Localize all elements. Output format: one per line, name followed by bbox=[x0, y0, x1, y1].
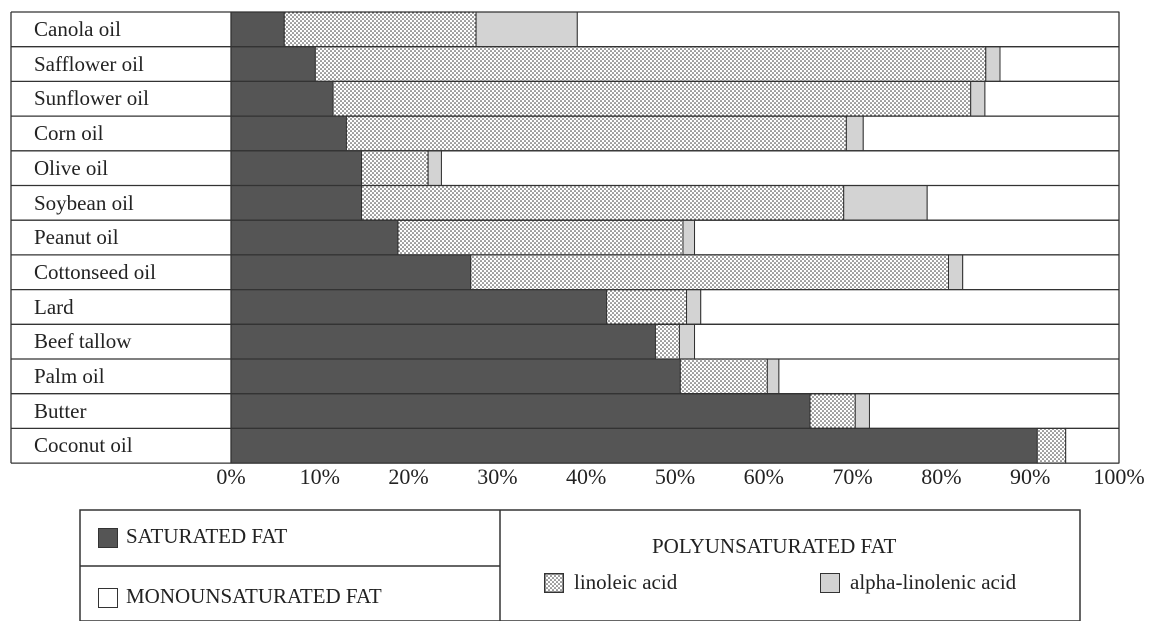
bar-segment-linoleic-acid bbox=[361, 150, 429, 187]
bars-layer bbox=[10, 11, 1120, 464]
x-tick-label: 90% bbox=[1010, 464, 1051, 489]
bar-segment-saturated-fat bbox=[230, 427, 1038, 464]
bar-segment-monounsaturated-fat bbox=[999, 46, 1120, 82]
bar-segment-alpha-linolenic-acid bbox=[678, 323, 696, 360]
bar-segment-saturated-fat bbox=[230, 254, 472, 291]
bar-segment-monounsaturated-fat bbox=[694, 323, 1120, 360]
bar-segment-linoleic-acid bbox=[654, 323, 680, 360]
bar-segment-monounsaturated-fat bbox=[778, 358, 1120, 395]
category-label: Corn oil bbox=[34, 121, 104, 146]
bar-segment-alpha-linolenic-acid bbox=[766, 358, 780, 395]
x-tick-label: 20% bbox=[388, 464, 429, 489]
legend-label-saturated: SATURATED FAT bbox=[126, 524, 288, 548]
category-label: Canola oil bbox=[34, 17, 121, 41]
bar-segment-alpha-linolenic-acid bbox=[843, 185, 928, 221]
bar-segment-saturated-fat bbox=[230, 115, 347, 152]
legend-swatch-monounsaturated bbox=[98, 588, 118, 608]
bar-segment-linoleic-acid bbox=[332, 80, 972, 117]
bar-segment-monounsaturated-fat bbox=[440, 150, 1120, 187]
legend-swatch-saturated bbox=[98, 528, 118, 548]
bar-segment-linoleic-acid bbox=[809, 393, 856, 429]
legend-label-monounsaturated: MONOUNSATURATED FAT bbox=[126, 584, 382, 608]
bar-segment-monounsaturated-fat bbox=[694, 219, 1120, 256]
category-label: Safflower oil bbox=[34, 51, 144, 76]
bar-segment-saturated-fat bbox=[230, 150, 363, 187]
x-tick-label: 60% bbox=[743, 464, 784, 489]
bar-segment-linoleic-acid bbox=[345, 115, 847, 152]
legend-swatch-alpha-linolenic bbox=[820, 573, 840, 593]
bar-segment-monounsaturated-fat bbox=[1065, 427, 1120, 464]
bar-segment-saturated-fat bbox=[230, 219, 399, 256]
bar-segment-alpha-linolenic-acid bbox=[682, 219, 696, 256]
category-label: Butter bbox=[34, 398, 87, 423]
bar-segment-linoleic-acid bbox=[1036, 427, 1067, 464]
category-label: Lard bbox=[34, 294, 74, 319]
x-tick-label: 0% bbox=[216, 464, 246, 489]
bar-segment-monounsaturated-fat bbox=[868, 393, 1120, 429]
bar-segment-monounsaturated-fat bbox=[926, 185, 1120, 221]
legend-swatch-linoleic bbox=[544, 573, 564, 593]
bar-segment-monounsaturated-fat bbox=[962, 254, 1120, 291]
category-label: Palm oil bbox=[34, 364, 105, 388]
x-tick-label: 10% bbox=[299, 464, 340, 489]
bar-segment-alpha-linolenic-acid bbox=[985, 46, 1001, 82]
bar-segment-saturated-fat bbox=[230, 323, 656, 360]
bar-segment-alpha-linolenic-acid bbox=[427, 150, 442, 187]
x-tick-label: 50% bbox=[654, 464, 696, 489]
bar-segment-alpha-linolenic-acid bbox=[845, 115, 864, 152]
bar-segment-saturated-fat bbox=[230, 46, 316, 82]
legend-label-alpha-linolenic: alpha-linolenic acid bbox=[850, 570, 1017, 594]
bar-segment-monounsaturated-fat bbox=[984, 80, 1120, 117]
bar-segment-linoleic-acid bbox=[679, 358, 768, 395]
category-label: Coconut oil bbox=[34, 433, 133, 458]
x-tick-label: 100% bbox=[1093, 464, 1145, 489]
legend-frame bbox=[79, 509, 1081, 621]
bar-segment-alpha-linolenic-acid bbox=[970, 80, 986, 117]
bar-segment-saturated-fat bbox=[230, 358, 681, 395]
legend-header-polyunsaturated: POLYUNSATURATED FAT bbox=[652, 534, 897, 558]
bar-segment-monounsaturated-fat bbox=[700, 289, 1120, 325]
x-tick-label: 80% bbox=[921, 464, 962, 489]
bar-segment-linoleic-acid bbox=[361, 185, 845, 221]
bar-segment-linoleic-acid bbox=[314, 46, 987, 82]
x-tick-label: 70% bbox=[832, 464, 873, 489]
bar-segment-linoleic-acid bbox=[606, 289, 688, 325]
bar-segment-linoleic-acid bbox=[283, 11, 477, 48]
bar-segment-alpha-linolenic-acid bbox=[475, 11, 578, 48]
x-tick-label: 40% bbox=[566, 464, 607, 489]
bar-segment-monounsaturated-fat bbox=[862, 115, 1120, 152]
bar-segment-saturated-fat bbox=[230, 11, 285, 48]
legend-label-linoleic: linoleic acid bbox=[574, 570, 678, 594]
bar-segment-alpha-linolenic-acid bbox=[948, 254, 964, 291]
bar-segment-saturated-fat bbox=[230, 80, 334, 117]
x-tick-label: 30% bbox=[477, 464, 518, 489]
bar-segment-saturated-fat bbox=[230, 185, 363, 221]
category-label: Beef tallow bbox=[34, 329, 132, 354]
bar-segment-linoleic-acid bbox=[397, 219, 684, 256]
bar-segment-saturated-fat bbox=[230, 393, 811, 429]
category-label: Olive oil bbox=[34, 155, 109, 180]
bar-segment-linoleic-acid bbox=[470, 254, 950, 291]
bar-segment-alpha-linolenic-acid bbox=[854, 393, 870, 429]
category-label: Soybean oil bbox=[34, 190, 134, 215]
bar-segment-alpha-linolenic-acid bbox=[686, 289, 702, 325]
category-label: Peanut oil bbox=[34, 225, 119, 250]
category-label: Cottonseed oil bbox=[34, 259, 156, 284]
bar-segment-saturated-fat bbox=[230, 289, 608, 325]
bar-segment-monounsaturated-fat bbox=[576, 11, 1120, 48]
category-label: Sunflower oil bbox=[34, 86, 149, 111]
